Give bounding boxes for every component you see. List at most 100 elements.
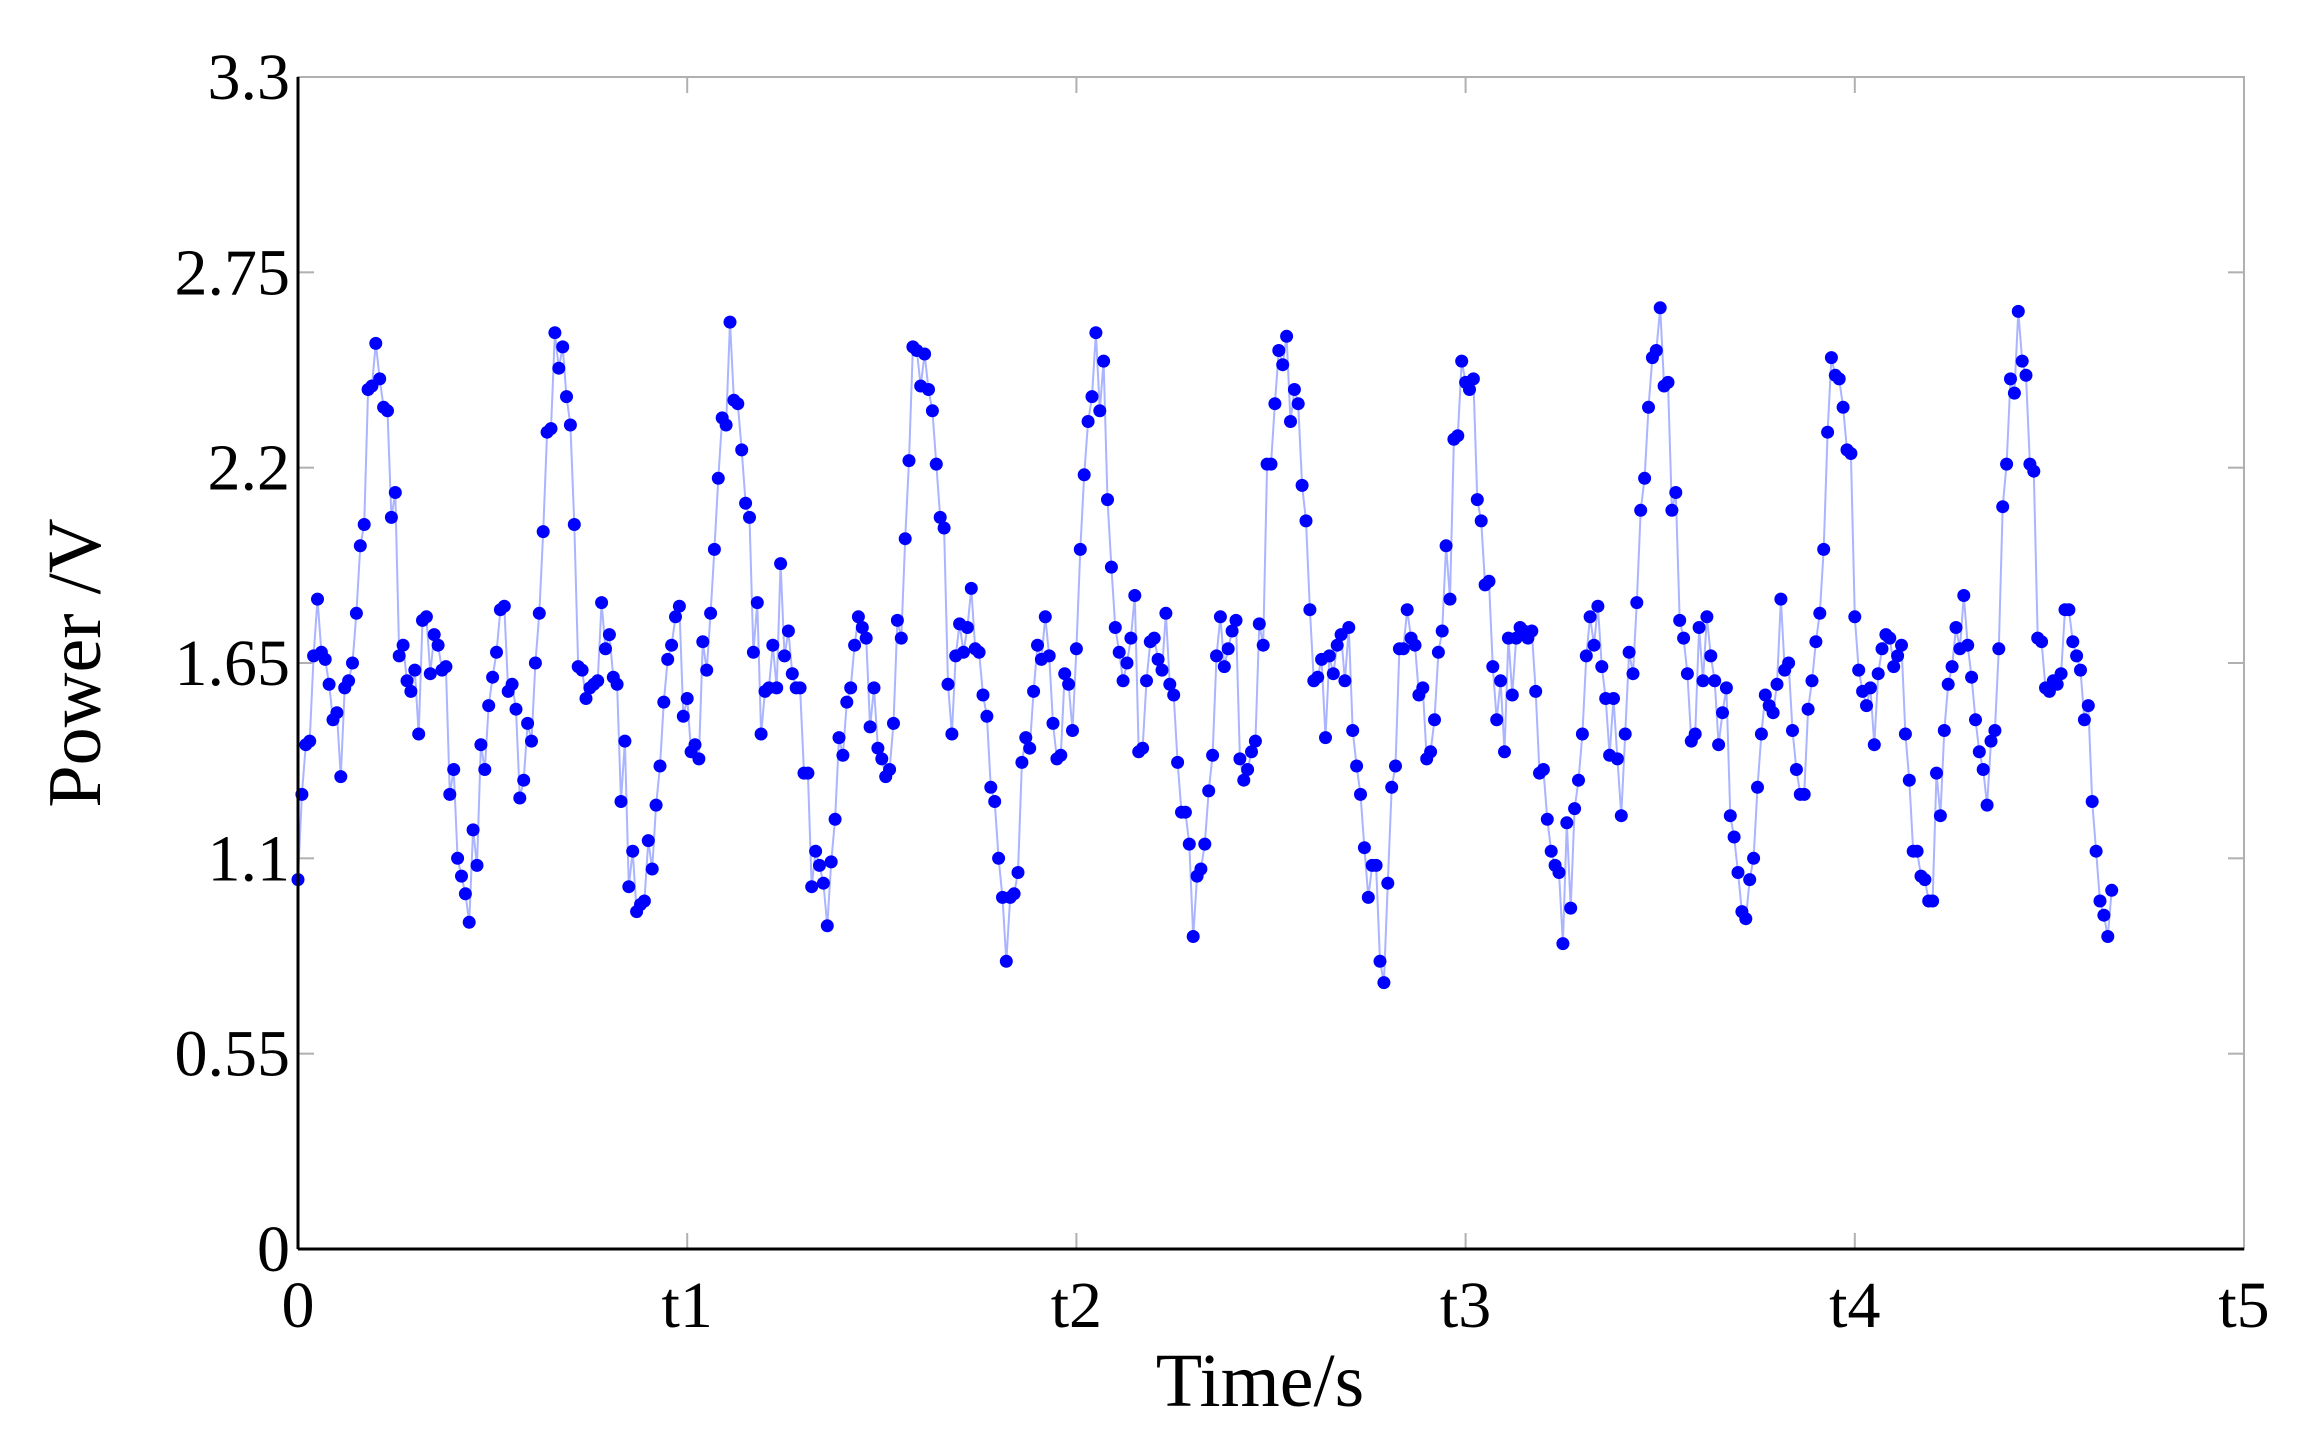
data-point (1568, 802, 1582, 816)
data-point (1210, 649, 1223, 663)
data-point (610, 677, 624, 691)
data-point (844, 681, 858, 695)
data-point (1875, 642, 1889, 656)
data-point (1957, 589, 1971, 602)
data-point (505, 677, 519, 691)
data-point (2000, 457, 2014, 471)
data-point (330, 706, 344, 720)
data-point (813, 858, 826, 872)
data-point (707, 542, 721, 556)
data-point (743, 510, 756, 524)
data-point (1918, 873, 1932, 887)
data-point (311, 592, 324, 606)
data-point (1976, 763, 1990, 776)
data-point (2081, 699, 2095, 713)
data-point (925, 404, 939, 418)
data-point (1256, 638, 1270, 652)
data-point (1754, 727, 1768, 741)
data-point (353, 539, 367, 553)
data-point (1797, 787, 1811, 801)
data-point (1649, 344, 1663, 357)
data-point (1248, 734, 1262, 748)
data-point (1805, 674, 1819, 688)
data-point (1373, 954, 1387, 968)
data-point (1583, 610, 1597, 624)
data-point (1572, 773, 1585, 787)
data-point (458, 887, 472, 901)
y-tick-label: 1.65 (175, 627, 291, 700)
data-point (1529, 684, 1543, 698)
data-point (384, 510, 398, 524)
data-point (669, 610, 682, 624)
data-point (1614, 809, 1628, 823)
data-point (731, 397, 745, 411)
data-point (427, 628, 441, 642)
data-point (1494, 674, 1508, 688)
data-point (1354, 787, 1367, 801)
data-point (1151, 652, 1165, 666)
plot-area (297, 76, 2245, 1250)
data-point (972, 645, 986, 659)
data-point (1229, 613, 1243, 627)
data-point (1089, 326, 1103, 340)
data-point (1824, 351, 1838, 365)
data-point (412, 727, 426, 741)
data-point (1505, 688, 1519, 702)
data-point (665, 638, 679, 652)
data-point (1031, 638, 1044, 652)
data-point (809, 844, 823, 858)
data-point (836, 748, 850, 762)
data-point (1287, 383, 1301, 396)
data-point (602, 628, 616, 642)
data-point (1213, 610, 1227, 624)
data-point (1832, 372, 1846, 386)
data-point (431, 638, 445, 652)
data-point (1077, 468, 1091, 482)
data-point (1817, 542, 1831, 556)
data-point (1587, 638, 1601, 652)
data-point (1801, 702, 1815, 716)
data-point (1159, 606, 1173, 620)
data-point (1280, 329, 1294, 343)
data-point (1272, 344, 1286, 357)
data-point (1104, 560, 1118, 574)
data-point (1245, 745, 1258, 759)
data-point (443, 787, 457, 801)
data-point (1346, 724, 1360, 737)
y-tick-label: 3.3 (208, 41, 291, 114)
data-point (1326, 667, 1340, 681)
data-point (455, 869, 468, 883)
data-point (1984, 734, 1998, 748)
data-point (1618, 727, 1632, 741)
data-point (1416, 681, 1430, 695)
data-point (1237, 773, 1251, 787)
data-point (1673, 613, 1687, 627)
data-point (474, 738, 488, 752)
data-point (1980, 798, 1994, 812)
data-point (1871, 667, 1885, 681)
x-tick-label: t2 (1051, 1269, 1102, 1342)
data-point (1093, 404, 1107, 418)
data-point (396, 638, 410, 652)
data-point (867, 681, 881, 695)
data-point (649, 798, 663, 812)
data-point (1147, 631, 1161, 645)
data-point (1038, 610, 1052, 624)
data-point (1007, 887, 1021, 901)
data-point (513, 791, 527, 805)
data-point (890, 613, 904, 627)
data-point (711, 471, 725, 485)
data-point (528, 656, 542, 670)
data-point (1428, 713, 1441, 727)
data-point (887, 716, 900, 730)
data-point (770, 681, 784, 695)
data-point (1124, 631, 1138, 645)
data-point (637, 894, 651, 908)
x-tick-label: t5 (2218, 1269, 2269, 1342)
data-point (1536, 763, 1550, 776)
data-point (781, 624, 795, 638)
data-point (696, 635, 710, 649)
data-point (894, 631, 908, 645)
data-point (1435, 624, 1449, 638)
data-point (1155, 663, 1169, 677)
